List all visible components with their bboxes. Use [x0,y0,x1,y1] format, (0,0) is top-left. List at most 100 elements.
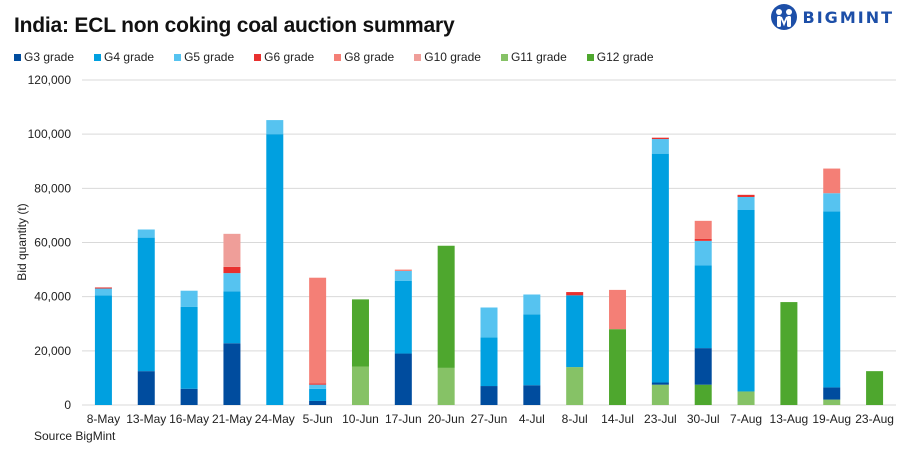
bar-segment-g4-grade [566,295,584,368]
bar-segment-g4-grade [180,306,198,389]
bar-segment-g4-grade [266,134,284,405]
y-tick-label: 40,000 [34,290,71,304]
y-tick-label: 100,000 [28,127,72,141]
x-tick-label: 7-Aug [730,412,762,426]
bar-segment-g11-grade [823,399,841,405]
x-tick-label: 19-Aug [812,412,851,426]
legend-item: G8 grade [334,50,394,64]
bar-segment-g12-grade [609,329,627,405]
legend-item: G3 grade [14,50,74,64]
bar-segment-g12-grade [437,245,455,368]
bar-segment-g12-grade [351,299,369,367]
bar-segment-g6-grade [309,383,327,385]
legend-swatch [586,53,594,61]
legend-label: G11 grade [510,50,567,64]
bigmint-logo-icon [770,4,797,30]
legend-label: G4 grade [104,50,155,64]
x-tick-label: 13-May [126,412,166,426]
x-tick-label: 24-May [255,412,295,426]
y-tick-label: 20,000 [34,344,71,358]
bar-segment-g5-grade [223,273,241,292]
legend-swatch [94,53,102,61]
bar-segment-g5-grade [651,139,669,154]
legend-swatch [14,53,21,61]
legend-label: G12 grade [596,50,654,64]
x-tick-label: 27-Jun [471,412,508,426]
bar-segment-g5-grade [137,229,155,238]
bar-segment-g4-grade [523,314,541,386]
bar-segment-g4-grade [394,280,412,354]
bar-segment-g5-grade [737,197,755,210]
bar-segment-g6-grade [223,266,241,274]
bar-segment-g5-grade [394,270,412,281]
legend-label: G3 grade [24,50,75,64]
x-tick-label: 5-Jun [303,412,333,426]
bar-segment-g4-grade [223,291,241,344]
bar-segment-g3-grade [651,382,669,385]
bar-segment-g5-grade [94,288,112,296]
chart-title: India: ECL non coking coal auction summa… [14,14,455,37]
bar-segment-g8-grade [694,220,712,239]
bar-segment-g12-grade [866,371,884,405]
bar-segment-g3-grade [480,386,498,405]
y-tick-label: 120,000 [28,73,72,87]
x-tick-label: 8-May [87,412,120,426]
bar-segment-g11-grade [351,366,369,405]
bar-segment-g3-grade [394,353,412,405]
legend-item: G6 grade [254,50,314,64]
bar-segment-g11-grade [651,384,669,405]
legend-item: G5 grade [174,50,234,64]
bar-segment-g3-grade [823,387,841,400]
bar-segment-g5-grade [694,240,712,266]
bar-segment-g8-grade [394,269,412,271]
bar-segment-g6-grade [94,287,112,289]
x-tick-label: 20-Jun [428,412,465,426]
bar-segment-g4-grade [737,210,755,392]
bar-segment-g5-grade [266,120,284,135]
x-tick-label: 14-Jul [601,412,634,426]
bigmint-logo: BIGMINT [770,3,894,31]
x-tick-label: 8-Jul [562,412,588,426]
bar-segment-g3-grade [309,400,327,405]
legend-swatch [500,53,508,61]
y-tick-label: 80,000 [34,181,71,195]
bar-segment-g5-grade [823,193,841,212]
x-tick-label: 4-Jul [519,412,545,426]
legend-swatch [334,53,342,61]
x-tick-label: 16-May [169,412,209,426]
bar-segment-g3-grade [137,371,155,405]
bar-segment-g5-grade [523,294,541,315]
bar-segment-g6-grade [651,137,669,140]
bar-segment-g3-grade [223,343,241,405]
legend-item: G4 grade [94,50,154,64]
bar-segment-g4-grade [137,237,155,372]
legend-item: G10 grade [414,50,481,64]
x-tick-label: 10-Jun [342,412,379,426]
bar-segment-g6-grade [566,292,584,296]
bar-segment-g8-grade [309,277,327,384]
bar-segment-g12-grade [694,384,712,405]
bar-segment-g11-grade [737,391,755,405]
bar-segment-g4-grade [823,211,841,388]
bar-segment-g5-grade [180,290,198,307]
x-tick-label: 17-Jun [385,412,422,426]
legend-item: G12 grade [586,50,654,64]
legend-swatch [414,53,422,61]
chart-legend: G3 grade G4 grade G5 grade G6 grade G8 grade… [14,50,674,64]
bar-segment-g10-grade [223,233,241,267]
legend-swatch [254,53,262,61]
bar-segment-g4-grade [651,153,669,383]
bar-segment-g4-grade [480,337,498,387]
legend-label: G10 grade [424,50,481,64]
y-tick-label: 0 [64,398,71,412]
bar-segment-g5-grade [309,384,327,389]
bar-segment-g8-grade [609,289,627,330]
bar-segment-g11-grade [566,367,584,405]
y-tick-label: 60,000 [34,236,71,250]
x-tick-label: 30-Jul [687,412,720,426]
bar-segment-g6-grade [694,238,712,241]
legend-label: G5 grade [184,50,235,64]
bar-segment-g5-grade [480,307,498,338]
bar-segment-g12-grade [780,302,798,405]
